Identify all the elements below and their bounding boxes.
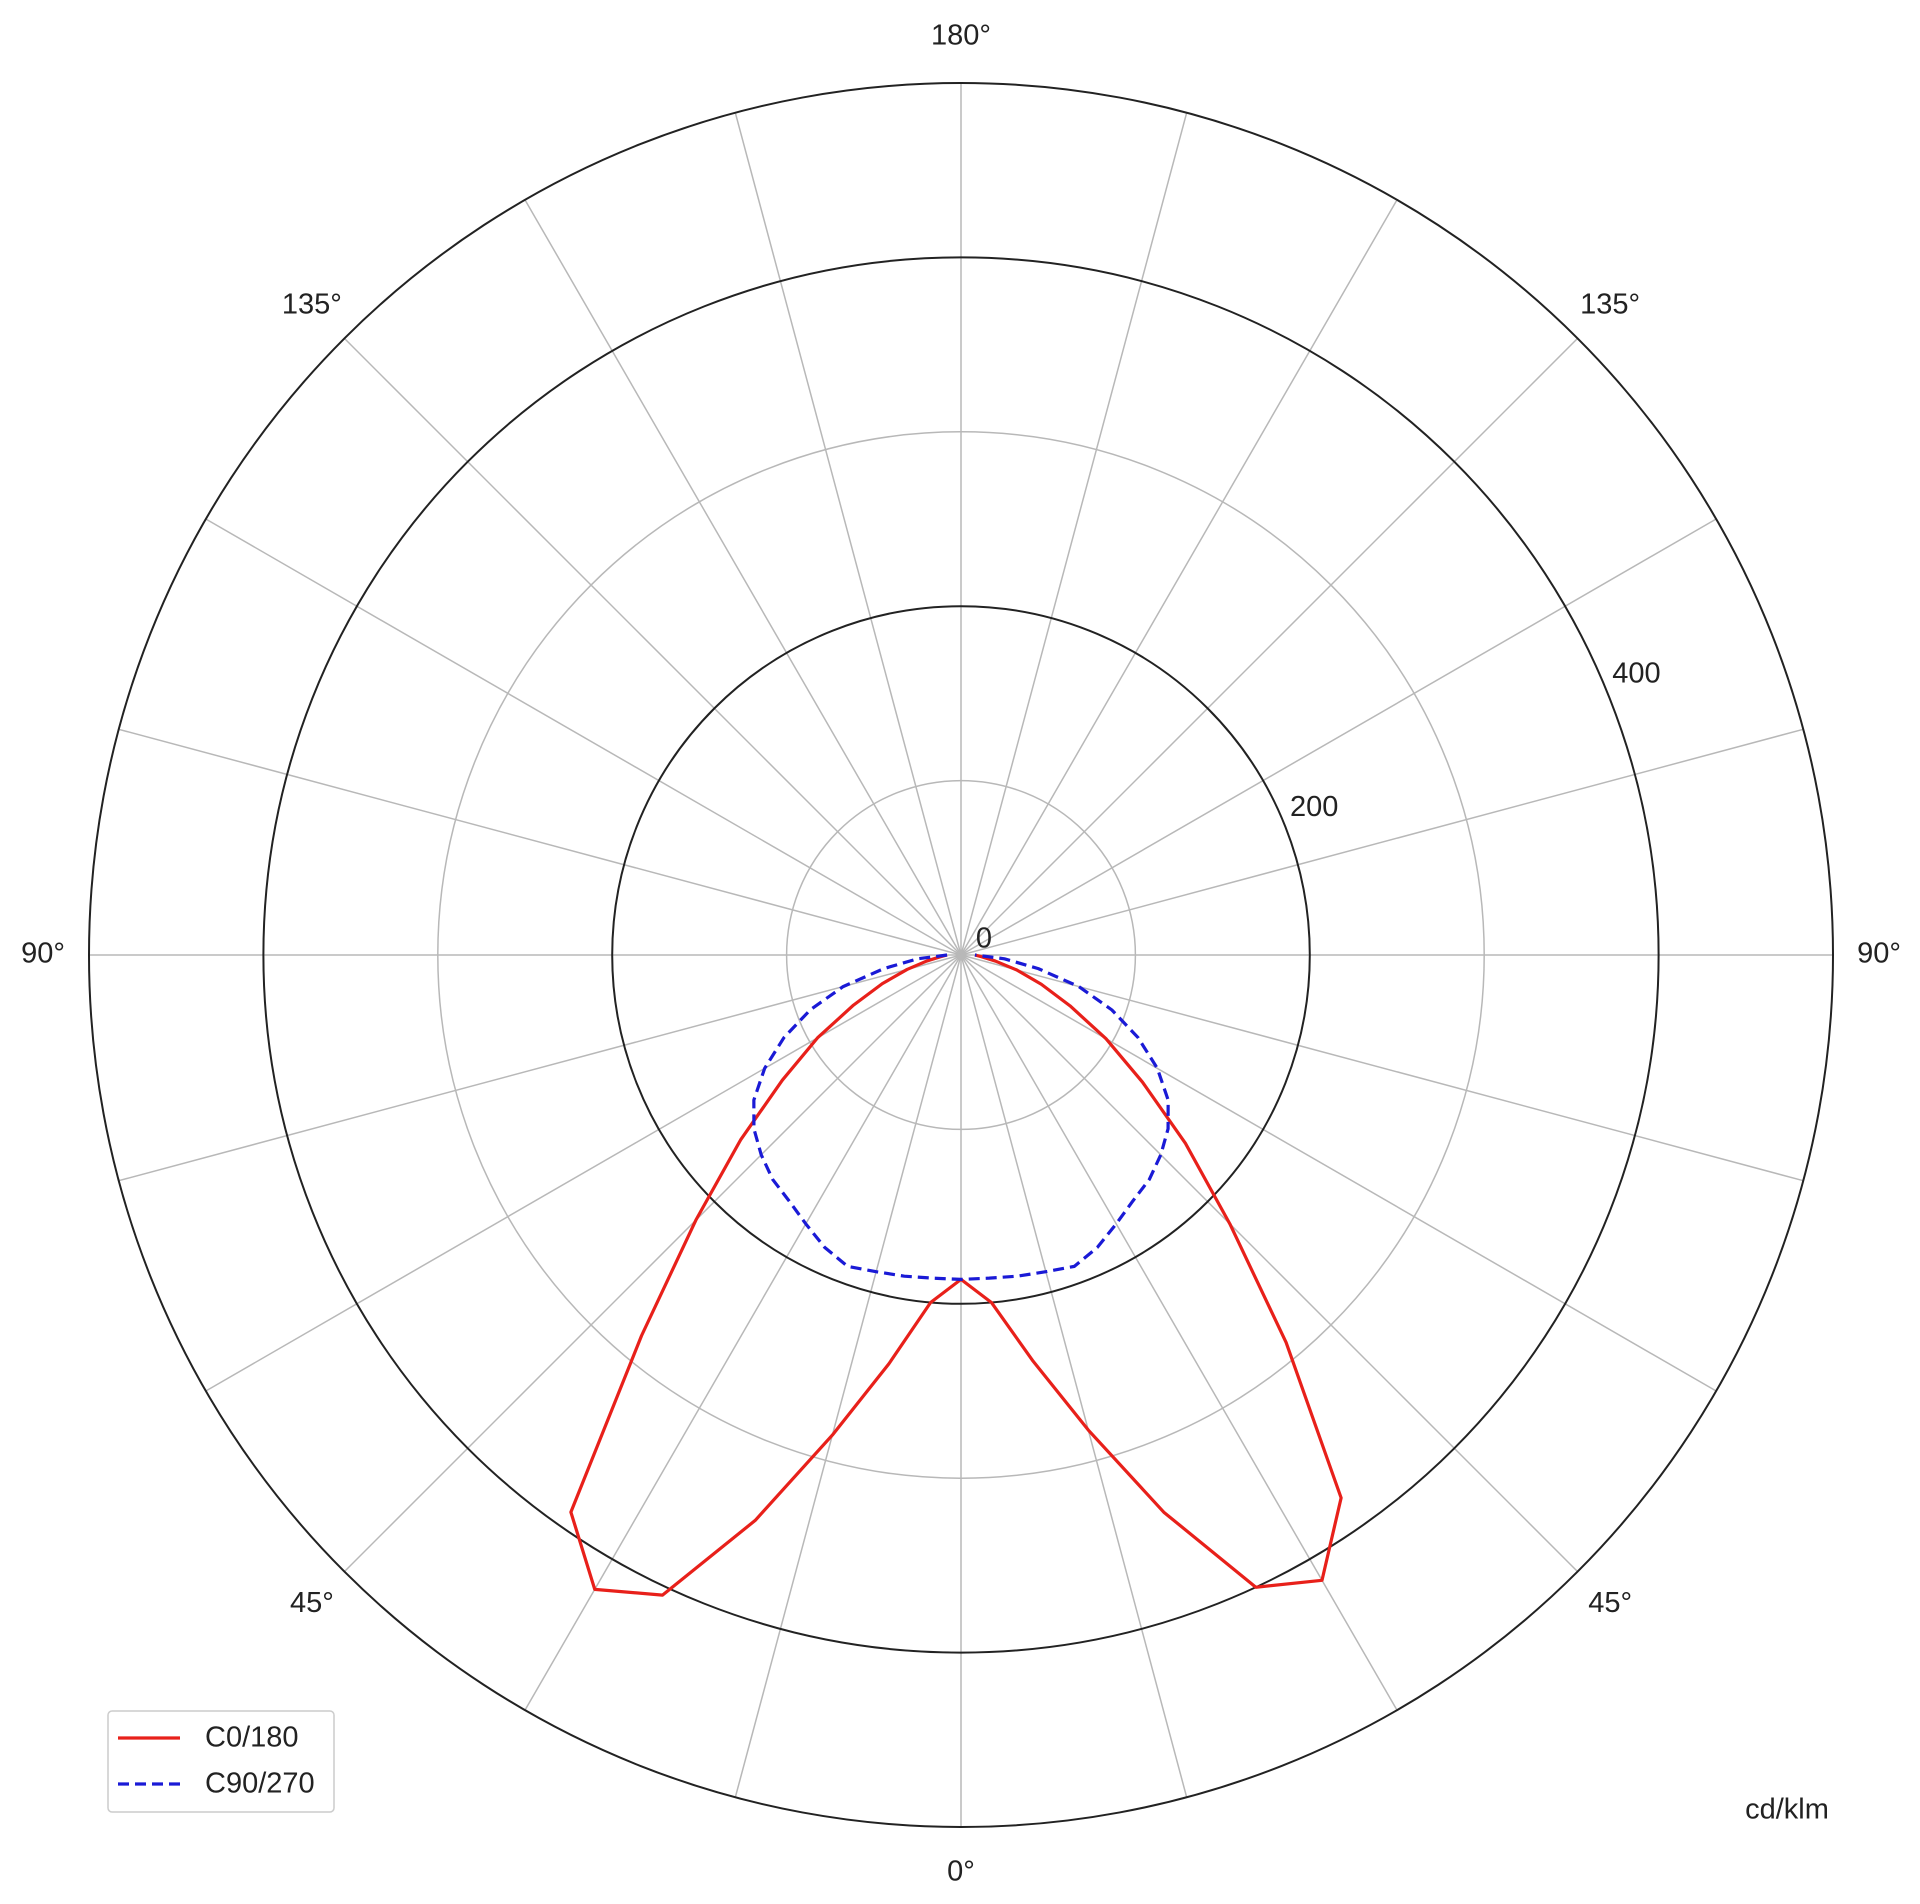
r-tick-label: 0 [976,922,992,954]
series-line [752,953,1170,1281]
angle-tick-label: 0° [947,1856,975,1888]
grid-ring [437,431,1485,1479]
legend-label: C0/180 [205,1722,299,1754]
angle-tick-label: 90° [21,938,65,970]
angle-tick-label: 45° [290,1587,334,1619]
r-tick-label: 400 [1612,657,1660,689]
legend-box [107,1710,335,1813]
grid-ring [785,779,1137,1131]
series-line [569,953,1343,1597]
angle-tick-label: 90° [1857,938,1901,970]
grid-ring [611,605,1311,1305]
legend-label: C90/270 [205,1768,315,1800]
angle-tick-label: 135° [1580,289,1640,321]
angle-tick-label: 180° [931,20,991,52]
angle-tick-label: 45° [1588,1587,1632,1619]
outer-ring [88,82,1834,1828]
angle-tick-label: 135° [282,289,342,321]
r-tick-label: 200 [1290,791,1338,823]
unit-label: cd/klm [1745,1794,1829,1826]
grid-ring [262,256,1660,1654]
spoke [734,112,1188,1798]
